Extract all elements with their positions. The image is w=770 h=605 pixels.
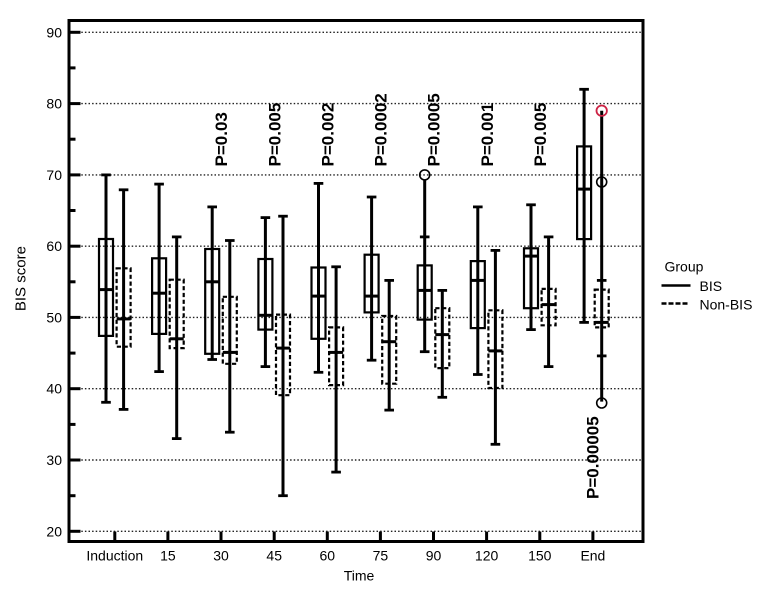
svg-text:P=0.005: P=0.005 xyxy=(531,103,550,167)
svg-text:P=0.0005: P=0.0005 xyxy=(425,93,444,166)
svg-text:15: 15 xyxy=(160,548,176,564)
svg-text:20: 20 xyxy=(46,523,62,539)
svg-text:70: 70 xyxy=(46,167,62,183)
svg-text:P=0.0002: P=0.0002 xyxy=(372,93,391,166)
svg-text:P=0.00005: P=0.00005 xyxy=(584,416,603,499)
svg-text:Induction: Induction xyxy=(86,548,143,564)
svg-text:150: 150 xyxy=(528,548,552,564)
svg-text:BIS: BIS xyxy=(700,278,723,294)
svg-text:Non-BIS: Non-BIS xyxy=(700,296,753,312)
svg-text:P=0.03: P=0.03 xyxy=(212,112,231,166)
svg-text:30: 30 xyxy=(213,548,229,564)
svg-text:P=0.002: P=0.002 xyxy=(319,103,338,167)
svg-text:BIS score: BIS score xyxy=(12,246,29,311)
svg-text:45: 45 xyxy=(266,548,282,564)
svg-text:60: 60 xyxy=(46,238,62,254)
svg-text:90: 90 xyxy=(426,548,442,564)
svg-text:120: 120 xyxy=(475,548,499,564)
svg-text:P=0.005: P=0.005 xyxy=(265,103,284,167)
svg-text:P=0.001: P=0.001 xyxy=(478,103,497,167)
svg-text:Group: Group xyxy=(665,259,704,275)
svg-text:60: 60 xyxy=(320,548,336,564)
svg-text:Time: Time xyxy=(344,568,375,584)
svg-text:40: 40 xyxy=(46,381,62,397)
svg-text:50: 50 xyxy=(46,309,62,325)
svg-text:80: 80 xyxy=(46,96,62,112)
svg-text:End: End xyxy=(580,548,605,564)
svg-text:75: 75 xyxy=(373,548,389,564)
svg-text:90: 90 xyxy=(46,24,62,40)
svg-text:30: 30 xyxy=(46,452,62,468)
